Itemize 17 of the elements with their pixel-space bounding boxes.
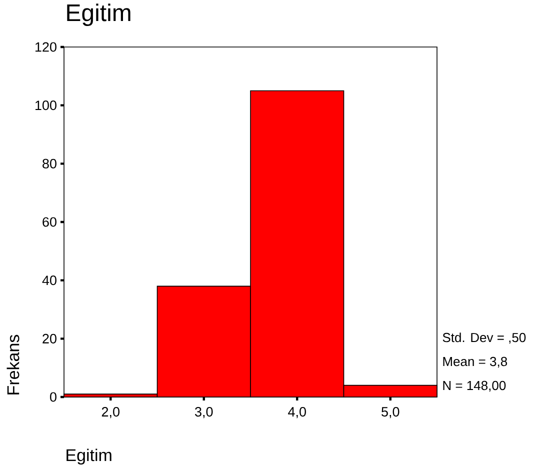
y-tick-label: 100 — [35, 100, 56, 110]
y-tick-label: 40 — [42, 276, 56, 286]
y-tick-label: 60 — [42, 217, 56, 227]
text: N = 148,00 — [443, 380, 506, 392]
y-tick-label: 120 — [35, 42, 56, 52]
x-tick-label: 3,0 — [195, 407, 213, 418]
x-tick-label: 2,0 — [102, 407, 120, 418]
x-axis-title: Egitim — [66, 448, 112, 465]
text: Mean = 3,8 — [443, 356, 508, 368]
y-tick-label: 80 — [42, 158, 56, 168]
y-tick-label: 0 — [50, 392, 56, 402]
text: Std. Dev = ,50 — [442, 332, 526, 344]
x-tick-label: 4,0 — [288, 407, 306, 418]
y-tick-label: 20 — [42, 334, 56, 344]
x-tick-label: 5,0 — [382, 407, 400, 418]
y-axis-title: Frekans — [6, 334, 20, 394]
chart-title: Egitim — [67, 4, 130, 26]
